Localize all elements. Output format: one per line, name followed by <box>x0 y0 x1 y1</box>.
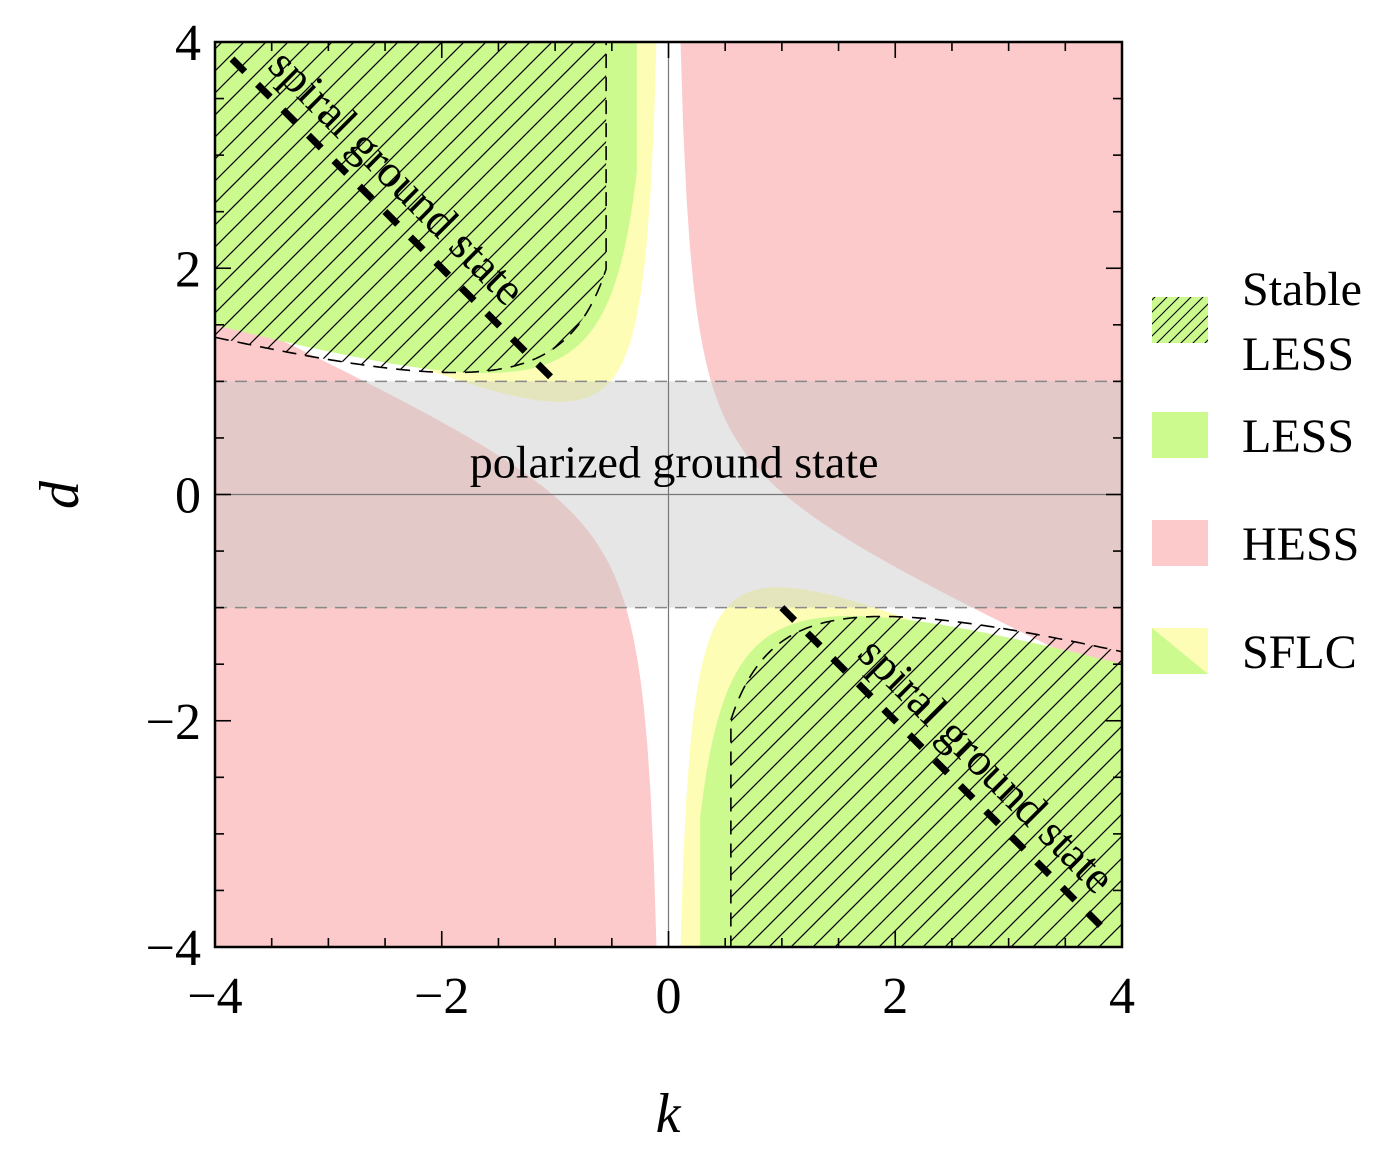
x-tick-label: −2 <box>414 968 469 1025</box>
legend-label-stable: Stable <box>1242 263 1362 316</box>
legend-label-less: LESS <box>1242 410 1354 463</box>
polarized-label: polarized ground state <box>470 437 879 488</box>
y-tick-label: 4 <box>175 15 201 72</box>
stable-less-region-lower-right <box>730 615 1122 947</box>
y-tick-label: −2 <box>146 694 201 751</box>
x-tick-label: 2 <box>882 968 908 1025</box>
y-tick-label: 0 <box>175 468 201 525</box>
legend-label-sflc: SFLC <box>1242 626 1357 679</box>
legend-swatch-hess <box>1152 520 1208 566</box>
legend-swatch-stable-less-hatch <box>1152 297 1208 343</box>
legend-item-less: LESS <box>1152 410 1354 463</box>
stable-less-region-upper-left <box>215 42 607 374</box>
plot-area <box>215 42 1122 947</box>
y-tick-label: −4 <box>146 920 201 977</box>
legend: Stable LESS LESS HESS SFLC <box>1152 263 1362 679</box>
legend-label-stable-less: LESS <box>1242 328 1354 381</box>
x-axis-title: k <box>656 1083 682 1145</box>
legend-item-hess: HESS <box>1152 518 1359 571</box>
hess-region-upper-right <box>680 42 1122 681</box>
legend-swatch-less <box>1152 412 1208 458</box>
legend-item-stable-less: Stable LESS <box>1152 263 1362 381</box>
tick-marks <box>214 41 1123 948</box>
x-tick-label: 4 <box>1109 968 1135 1025</box>
legend-swatch-sflc-triangle <box>1152 628 1208 674</box>
spiral-line-upper <box>229 56 558 384</box>
hess-region-lower-left <box>215 308 657 947</box>
x-tick-label: −4 <box>187 968 242 1025</box>
legend-item-sflc: SFLC <box>1152 626 1357 679</box>
y-tick-label: 2 <box>175 241 201 298</box>
spiral-line-lower <box>779 605 1108 933</box>
y-axis-title: d <box>29 480 91 509</box>
legend-label-hess: HESS <box>1242 518 1359 571</box>
tick-labels: −4 −2 0 2 4 4 2 0 −2 −4 <box>146 15 1135 1025</box>
x-tick-label: 0 <box>656 968 682 1025</box>
